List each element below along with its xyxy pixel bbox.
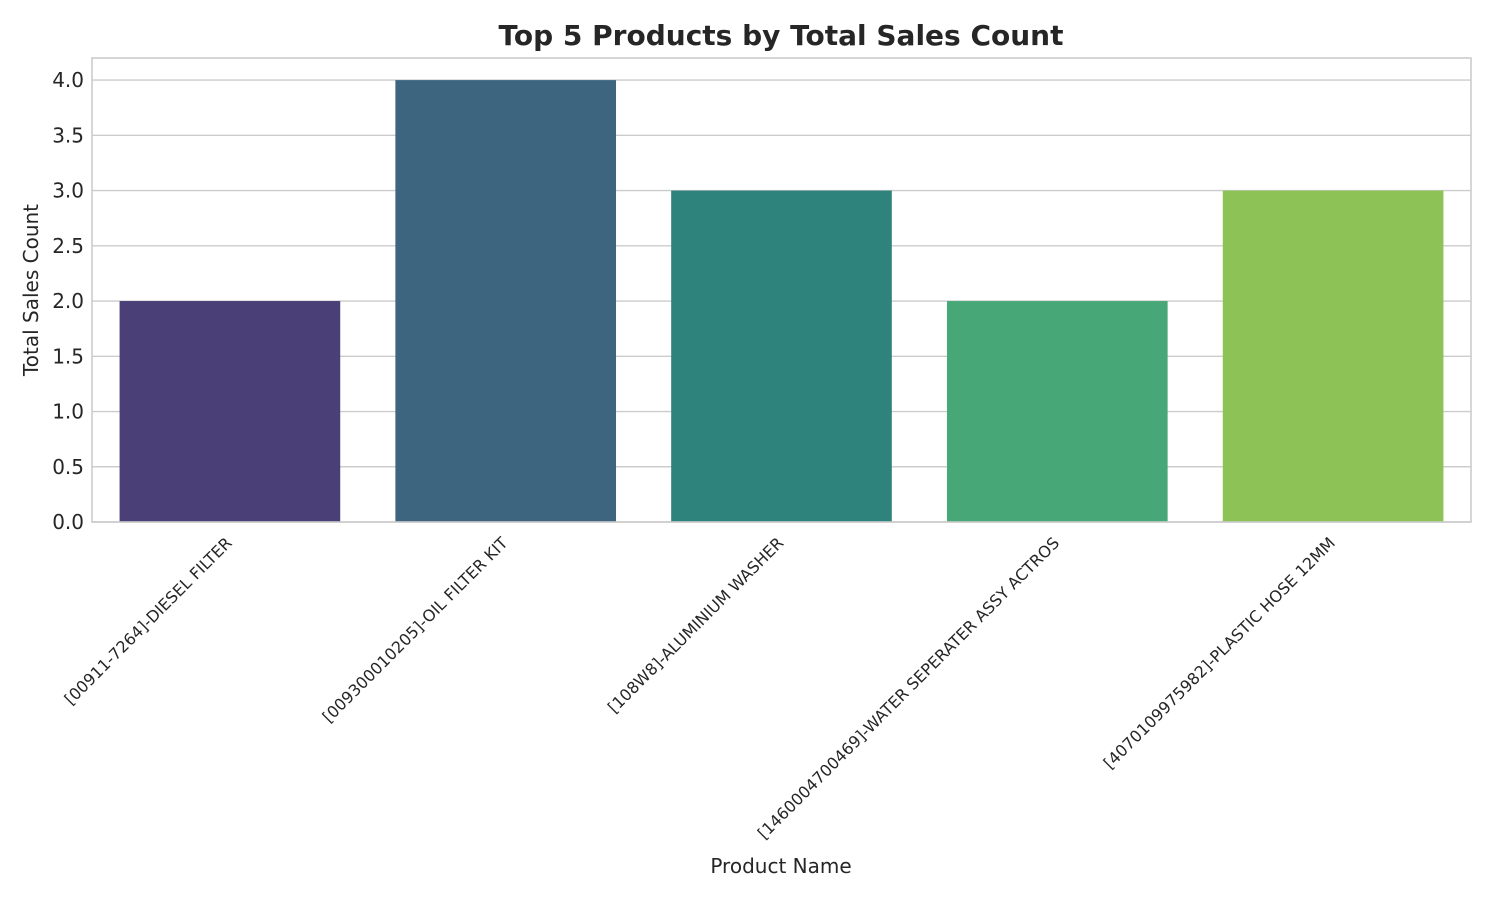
y-axis-label: Total Sales Count: [19, 204, 43, 377]
bar-1: [119, 301, 341, 522]
y-tick-label: 0.0: [52, 510, 84, 534]
bar-4: [946, 301, 1168, 522]
y-tick-label: 2.5: [52, 234, 84, 258]
x-tick-labels: [00911-7264]-DIESEL FILTER [009300010205]…: [61, 533, 1339, 843]
y-tick-label: 4.0: [52, 68, 84, 92]
bar-3: [671, 190, 892, 523]
x-tick-label: [00911-7264]-DIESEL FILTER: [61, 533, 236, 708]
x-axis-label: Product Name: [710, 854, 851, 878]
bar-5: [1222, 190, 1444, 523]
x-tick-label: [4070109975982]-PLASTIC HOSE 12MM: [1100, 533, 1339, 772]
x-tick-label: [108W8]-ALUMINIUM WASHER: [604, 533, 787, 716]
y-tick-label: 1.5: [52, 344, 84, 368]
x-tick-label: [1460004700469]-WATER SEPERATER ASSY ACT…: [754, 533, 1063, 842]
bar-2: [395, 80, 617, 522]
y-tick-label: 3.5: [52, 123, 84, 147]
y-tick-label: 2.0: [52, 289, 84, 313]
chart-title: Top 5 Products by Total Sales Count: [499, 19, 1064, 52]
plot-frame: [91, 57, 1472, 523]
y-tick-labels: 0.0 0.5 1.0 1.5 2.0 2.5 3.0 3.5 4.0: [52, 68, 84, 534]
bars: [119, 80, 1444, 523]
y-tick-label: 1.0: [52, 400, 84, 424]
y-tick-label: 3.0: [52, 179, 84, 203]
x-tick-label: [009300010205]-OIL FILTER KIT: [319, 533, 512, 726]
y-tick-label: 0.5: [52, 455, 84, 479]
